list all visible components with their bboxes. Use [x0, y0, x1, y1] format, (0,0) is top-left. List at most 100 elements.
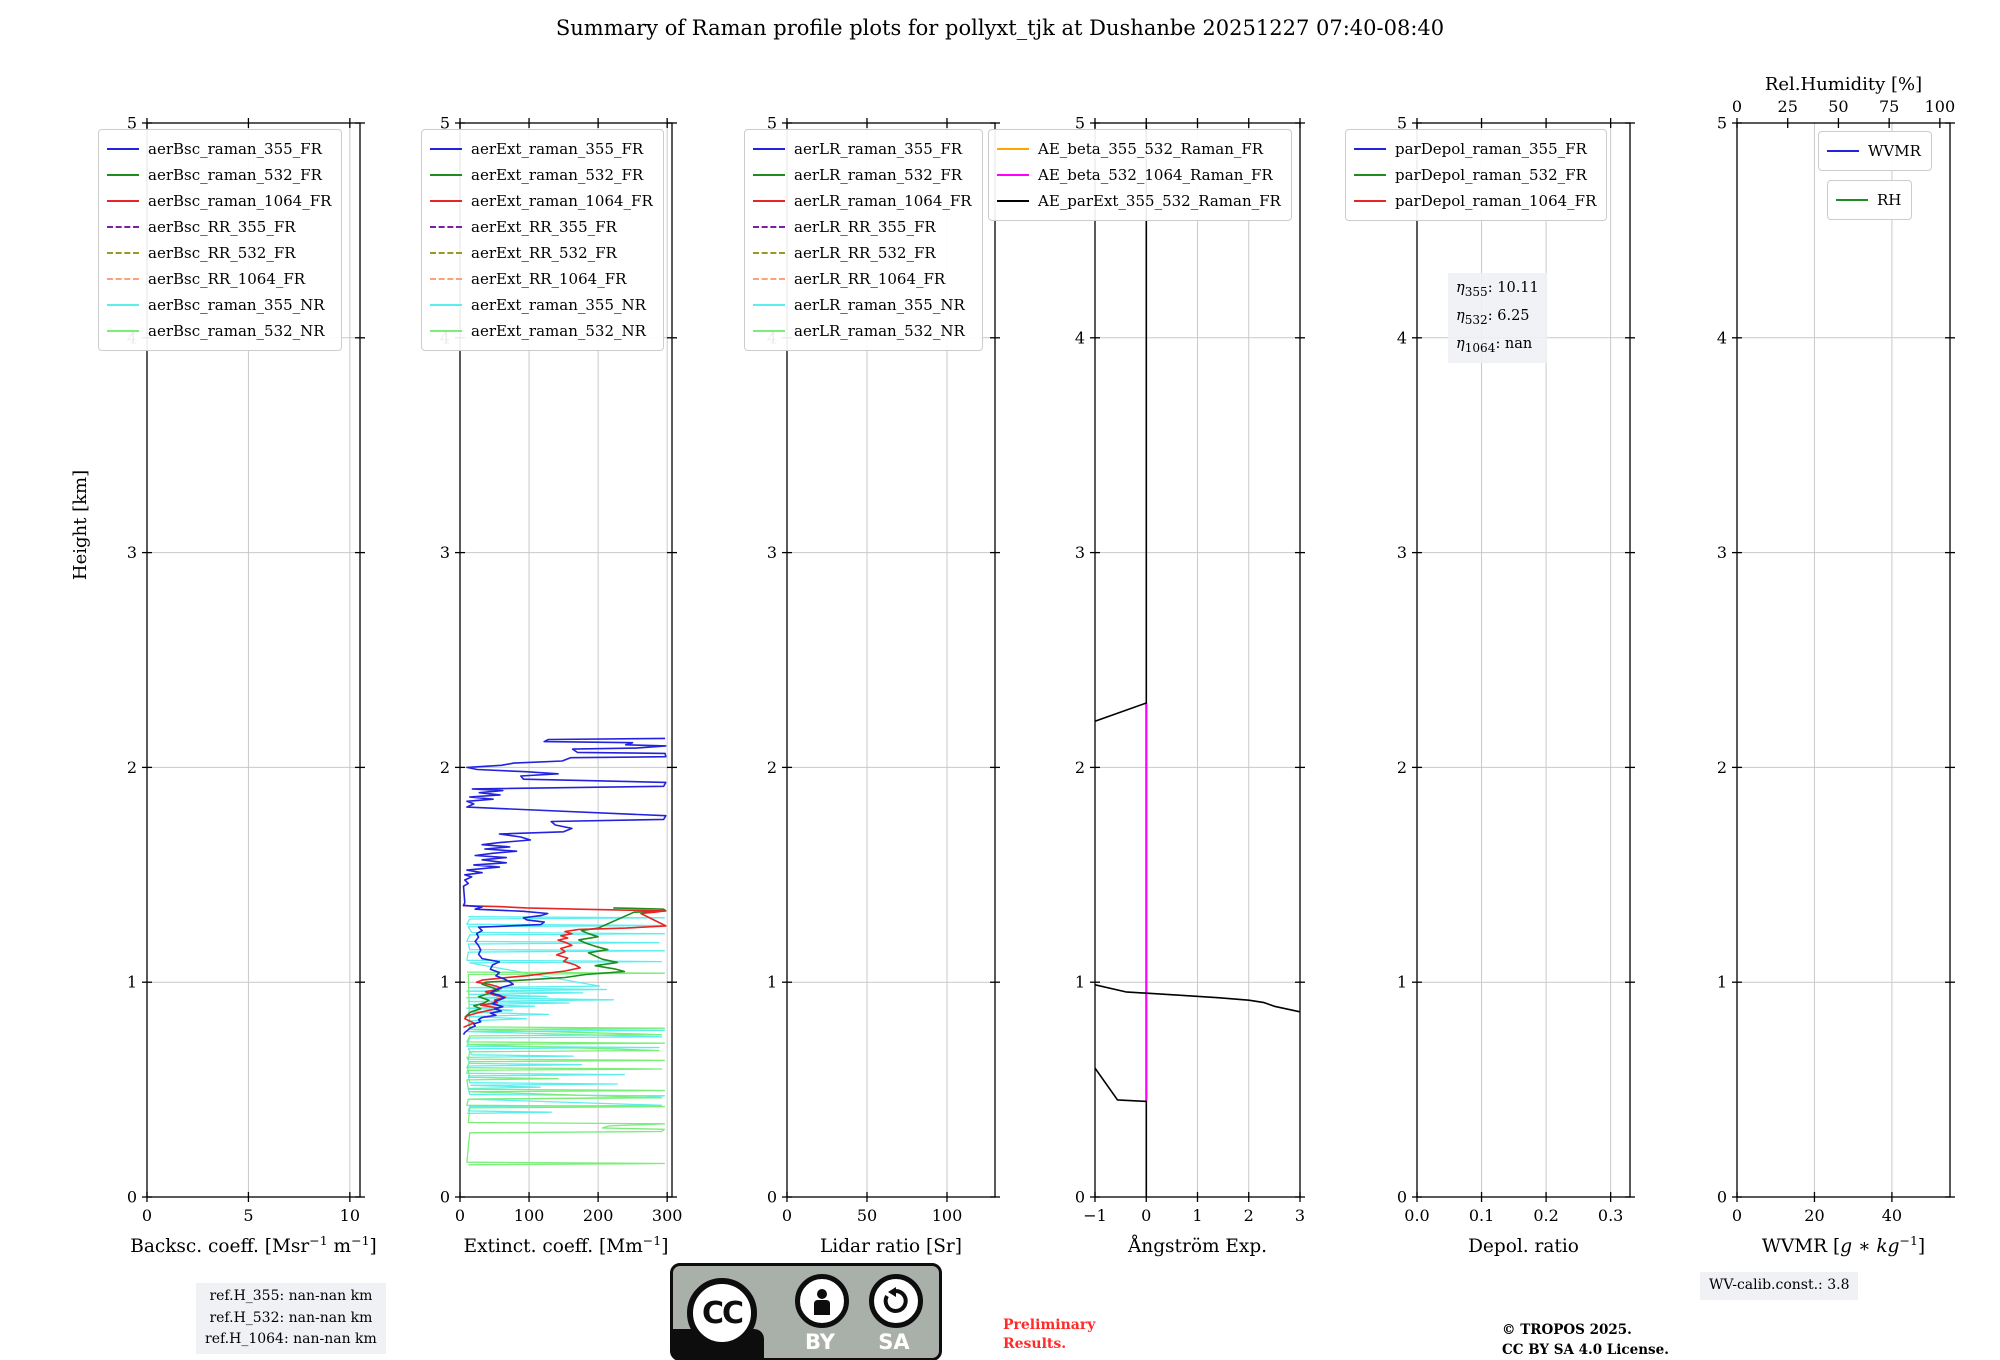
- y-tick-label: 1: [767, 973, 777, 992]
- legend-label: AE_beta_355_532_Raman_FR: [1038, 140, 1264, 158]
- y-tick-label: 5: [440, 114, 450, 133]
- y-tick-label: 3: [1717, 543, 1727, 562]
- y-tick-label: 0: [440, 1188, 450, 1207]
- legend-line-sample: [107, 174, 139, 176]
- attribution-person-icon: [795, 1274, 849, 1328]
- x-tick-label: −1: [1083, 1206, 1107, 1225]
- y-tick-label: 2: [440, 758, 450, 777]
- legend-label: parDepol_raman_355_FR: [1395, 140, 1587, 158]
- legend-entry: aerBsc_raman_1064_FR: [107, 188, 331, 214]
- x-axis-label: Depol. ratio: [1468, 1236, 1579, 1257]
- legend-wvmr: RH: [1827, 180, 1913, 220]
- legend-label: aerExt_RR_532_FR: [471, 244, 617, 262]
- legend-line-sample: [997, 148, 1029, 150]
- x-tick-label: 3: [1295, 1206, 1305, 1225]
- legend-label: AE_parExt_355_532_Raman_FR: [1038, 192, 1281, 210]
- y-tick-label: 2: [1397, 758, 1407, 777]
- x-tick-label: 0: [1141, 1206, 1151, 1225]
- legend-entry: aerBsc_raman_532_NR: [107, 318, 331, 344]
- legend-entry: aerBsc_RR_355_FR: [107, 214, 331, 240]
- legend-line-sample: [430, 148, 462, 150]
- chart-title: Summary of Raman profile plots for polly…: [555, 16, 1445, 40]
- x-tick-label: 1: [1192, 1206, 1202, 1225]
- legend-label: aerBsc_RR_1064_FR: [148, 270, 306, 288]
- cc-by-sa-license-badge: CC BY SA: [670, 1263, 942, 1360]
- legend-line-sample: [107, 200, 139, 202]
- wv-calibration-box: WV-calib.const.: 3.8: [1700, 1272, 1859, 1300]
- y-axis-label: Height [km]: [70, 470, 91, 580]
- y-tick-label: 5: [767, 114, 777, 133]
- copyright-note-line: CC BY SA 4.0 License.: [1502, 1342, 1669, 1358]
- y-tick-label: 0: [767, 1188, 777, 1207]
- share-alike-arrow-icon: [869, 1274, 923, 1328]
- y-tick-label: 4: [1397, 328, 1407, 347]
- y-tick-label: 2: [1717, 758, 1727, 777]
- legend-line-sample: [997, 174, 1029, 176]
- legend-label: aerBsc_RR_532_FR: [148, 244, 296, 262]
- y-tick-label: 0: [127, 1188, 137, 1207]
- series-aerExt_raman_1064_FR: [462, 904, 667, 1029]
- legend-label: AE_beta_532_1064_Raman_FR: [1038, 166, 1273, 184]
- y-tick-label: 2: [127, 758, 137, 777]
- legend-line-sample: [753, 252, 785, 254]
- legend-entry: aerLR_raman_355_NR: [753, 292, 972, 318]
- top-tick-label: 0: [1732, 97, 1742, 116]
- plot-frame: [459, 122, 673, 1198]
- legend-line-sample: [107, 330, 139, 332]
- legend-entry: aerExt_RR_355_FR: [430, 214, 653, 240]
- legend-label: aerLR_raman_532_FR: [794, 166, 963, 184]
- y-tick-label: 1: [127, 973, 137, 992]
- legend-line-sample: [1836, 199, 1868, 201]
- y-tick-label: 1: [1717, 973, 1727, 992]
- legend-label: aerLR_raman_1064_FR: [794, 192, 972, 210]
- legend-entry: parDepol_raman_1064_FR: [1354, 188, 1596, 214]
- legend-entry: aerExt_raman_355_FR: [430, 136, 653, 162]
- legend-label: aerExt_raman_355_FR: [471, 140, 644, 158]
- legend-depol: parDepol_raman_355_FR parDepol_raman_532_…: [1345, 129, 1608, 221]
- preliminary-results-note-line: Results.: [1003, 1336, 1067, 1352]
- plot-frame: [786, 122, 996, 1198]
- series-aerExt_raman_355_NR: [466, 916, 666, 1115]
- legend-entry: aerLR_raman_532_NR: [753, 318, 972, 344]
- legend-label: RH: [1877, 191, 1902, 209]
- top-tick-label: 25: [1778, 97, 1798, 116]
- legend-line-sample: [753, 226, 785, 228]
- legend-label: aerExt_raman_532_FR: [471, 166, 644, 184]
- plot-frame: [1416, 122, 1631, 1198]
- x-axis-label: Lidar ratio [Sr]: [820, 1236, 962, 1257]
- x-tick-label: 0.1: [1469, 1206, 1494, 1225]
- x-axis-label: Backsc. coeff. [Msr−1 m−1]: [130, 1233, 377, 1258]
- legend-entry: aerLR_RR_1064_FR: [753, 266, 972, 292]
- x-tick-label: 0: [782, 1206, 792, 1225]
- y-tick-label: 1: [1075, 973, 1085, 992]
- legend-entry: aerExt_RR_532_FR: [430, 240, 653, 266]
- x-tick-label: 0: [142, 1206, 152, 1225]
- y-tick-label: 1: [1397, 973, 1407, 992]
- x-tick-label: 10: [340, 1206, 360, 1225]
- y-tick-label: 0: [1717, 1188, 1727, 1207]
- copyright-note-line: © TROPOS 2025.: [1502, 1322, 1632, 1338]
- legend-line-sample: [430, 278, 462, 280]
- series-group: [1095, 125, 1300, 1197]
- legend-line-sample: [430, 174, 462, 176]
- legend-label: aerLR_RR_1064_FR: [794, 270, 946, 288]
- x-axis-label: Ångström Exp.: [1127, 1235, 1267, 1257]
- legend-entry: WVMR: [1827, 138, 1921, 164]
- annotation-line: η532: 6.25: [1456, 307, 1530, 327]
- series-AE_parExt_355_532_Raman_FR: [1095, 125, 1148, 722]
- legend-line-sample: [107, 304, 139, 306]
- legend-entry: aerExt_raman_532_FR: [430, 162, 653, 188]
- legend-label: aerExt_raman_355_NR: [471, 296, 646, 314]
- wv-calibration-box-line: WV-calib.const.: 3.8: [1709, 1277, 1850, 1293]
- y-tick-label: 5: [127, 114, 137, 133]
- top-tick-label: 75: [1879, 97, 1899, 116]
- legend-line-sample: [997, 200, 1029, 202]
- copyright-note: © TROPOS 2025. CC BY SA 4.0 License.: [1502, 1320, 1669, 1360]
- y-tick-label: 3: [767, 543, 777, 562]
- y-tick-label: 5: [1397, 114, 1407, 133]
- legend-wvmr: WVMR: [1818, 131, 1932, 171]
- badge-by-label: BY: [804, 1330, 836, 1354]
